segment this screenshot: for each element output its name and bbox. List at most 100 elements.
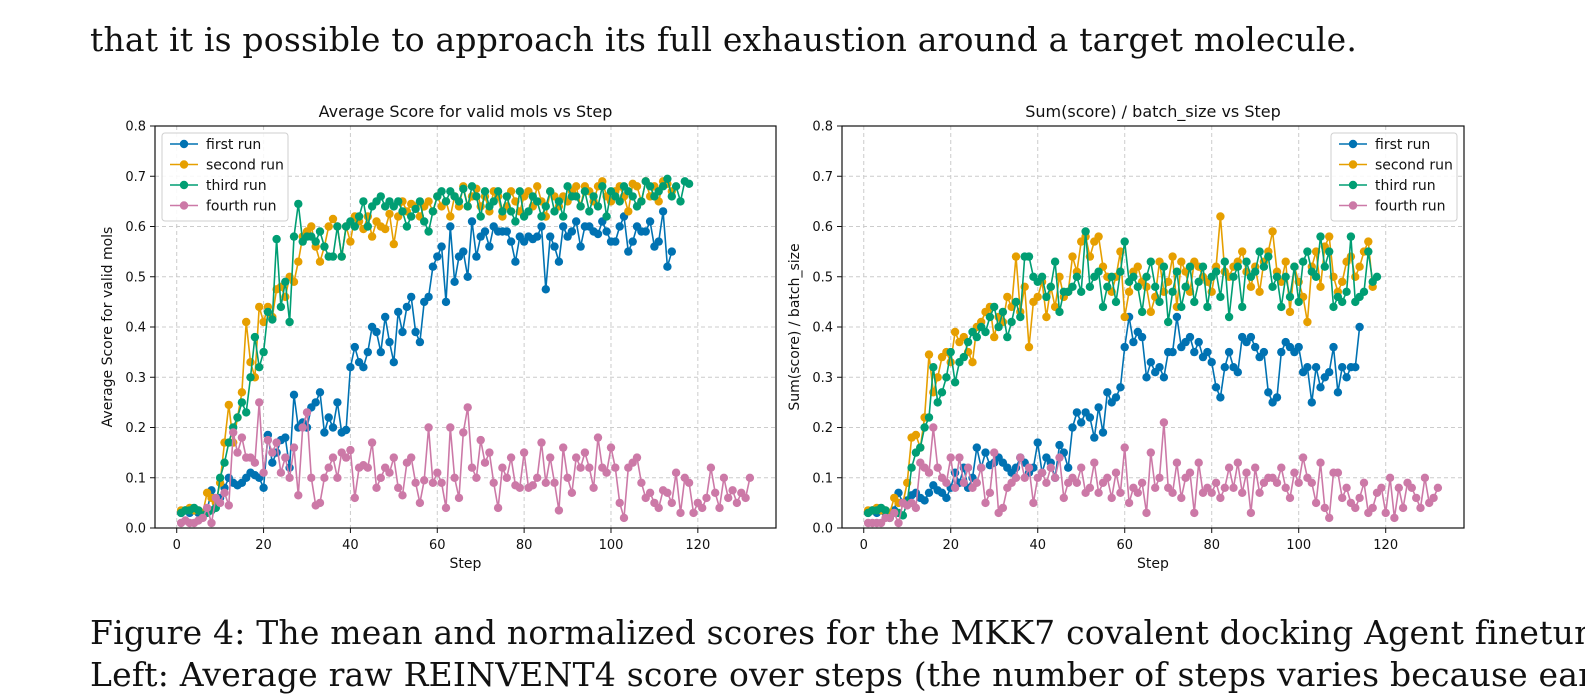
data-point bbox=[428, 207, 438, 216]
data-point bbox=[598, 182, 607, 191]
data-point bbox=[281, 433, 290, 442]
data-point bbox=[920, 496, 929, 505]
data-point bbox=[385, 337, 394, 347]
data-point bbox=[602, 212, 611, 221]
data-point bbox=[1220, 363, 1230, 372]
data-point bbox=[1168, 488, 1177, 497]
data-point bbox=[942, 478, 951, 487]
data-point bbox=[950, 483, 960, 492]
data-point bbox=[506, 453, 516, 462]
data-point bbox=[998, 307, 1008, 317]
data-point bbox=[955, 453, 964, 462]
data-point bbox=[511, 257, 520, 266]
data-point bbox=[1068, 423, 1077, 432]
data-point bbox=[459, 428, 468, 437]
data-point bbox=[1050, 257, 1060, 266]
y-tick-label: 0.0 bbox=[812, 522, 833, 537]
x-tick-label: 0 bbox=[173, 538, 181, 553]
data-point bbox=[593, 229, 603, 239]
y-axis-label: Average Score for valid mols bbox=[100, 227, 116, 428]
data-point bbox=[1346, 252, 1356, 261]
data-point bbox=[472, 252, 481, 261]
data-point bbox=[1277, 302, 1286, 312]
data-point bbox=[537, 438, 546, 447]
data-point bbox=[1316, 282, 1325, 291]
data-point bbox=[550, 207, 559, 216]
data-point bbox=[645, 217, 655, 226]
data-point bbox=[637, 478, 646, 487]
data-point bbox=[1407, 483, 1417, 492]
data-point bbox=[294, 257, 303, 266]
data-point bbox=[1259, 347, 1269, 357]
data-point bbox=[311, 398, 320, 407]
data-point bbox=[268, 315, 277, 324]
data-point bbox=[493, 503, 503, 513]
data-point bbox=[911, 430, 921, 440]
data-point bbox=[350, 493, 359, 503]
data-point bbox=[929, 363, 938, 372]
data-point bbox=[1168, 347, 1177, 357]
x-tick-label: 40 bbox=[1029, 538, 1046, 553]
data-point bbox=[1037, 468, 1047, 477]
data-point bbox=[450, 473, 459, 482]
data-point bbox=[537, 222, 546, 231]
data-point bbox=[350, 222, 359, 231]
data-point bbox=[1155, 473, 1164, 482]
data-point bbox=[333, 473, 342, 482]
series-group bbox=[863, 212, 1443, 528]
data-point bbox=[229, 428, 238, 437]
data-point bbox=[1359, 287, 1369, 296]
data-point bbox=[315, 498, 325, 508]
data-point bbox=[632, 453, 642, 462]
data-point bbox=[563, 182, 572, 191]
data-point bbox=[359, 197, 368, 206]
data-point bbox=[498, 207, 507, 216]
data-point bbox=[572, 453, 581, 462]
data-point bbox=[1329, 302, 1338, 312]
data-point bbox=[537, 212, 546, 221]
data-point bbox=[911, 503, 921, 513]
data-point bbox=[1320, 262, 1330, 271]
data-point bbox=[285, 473, 294, 482]
data-point bbox=[381, 312, 390, 322]
data-point bbox=[572, 182, 581, 191]
data-point bbox=[415, 498, 425, 508]
x-tick-label: 0 bbox=[860, 538, 868, 553]
data-point bbox=[1103, 388, 1112, 397]
data-point bbox=[433, 252, 442, 261]
data-point bbox=[719, 473, 729, 482]
axes-frame bbox=[841, 125, 1465, 529]
data-point bbox=[972, 332, 981, 342]
data-point bbox=[1246, 332, 1256, 342]
data-point bbox=[1355, 493, 1364, 503]
data-point bbox=[424, 292, 433, 302]
data-point bbox=[376, 347, 385, 357]
data-point bbox=[398, 491, 407, 500]
data-point bbox=[246, 358, 255, 367]
data-point bbox=[1133, 282, 1143, 291]
data-point bbox=[1277, 463, 1286, 472]
y-tick-label: 0.7 bbox=[812, 170, 833, 185]
data-point bbox=[663, 262, 672, 271]
data-point bbox=[1016, 453, 1025, 462]
data-point bbox=[1342, 373, 1351, 382]
data-point bbox=[1351, 363, 1360, 372]
data-point bbox=[1351, 503, 1360, 513]
data-point bbox=[515, 187, 524, 196]
data-point bbox=[1311, 498, 1321, 508]
data-point bbox=[259, 468, 268, 477]
data-point bbox=[572, 217, 581, 226]
data-point bbox=[684, 478, 694, 487]
data-point bbox=[1146, 307, 1156, 317]
data-point bbox=[654, 503, 663, 513]
data-point bbox=[1338, 297, 1347, 307]
data-point bbox=[215, 498, 225, 508]
data-point bbox=[407, 212, 416, 221]
data-point bbox=[698, 503, 707, 513]
data-point bbox=[1364, 237, 1373, 246]
data-point bbox=[333, 398, 342, 407]
data-point bbox=[328, 214, 338, 224]
data-point bbox=[745, 473, 755, 482]
data-point bbox=[990, 448, 999, 457]
data-point bbox=[981, 448, 990, 457]
